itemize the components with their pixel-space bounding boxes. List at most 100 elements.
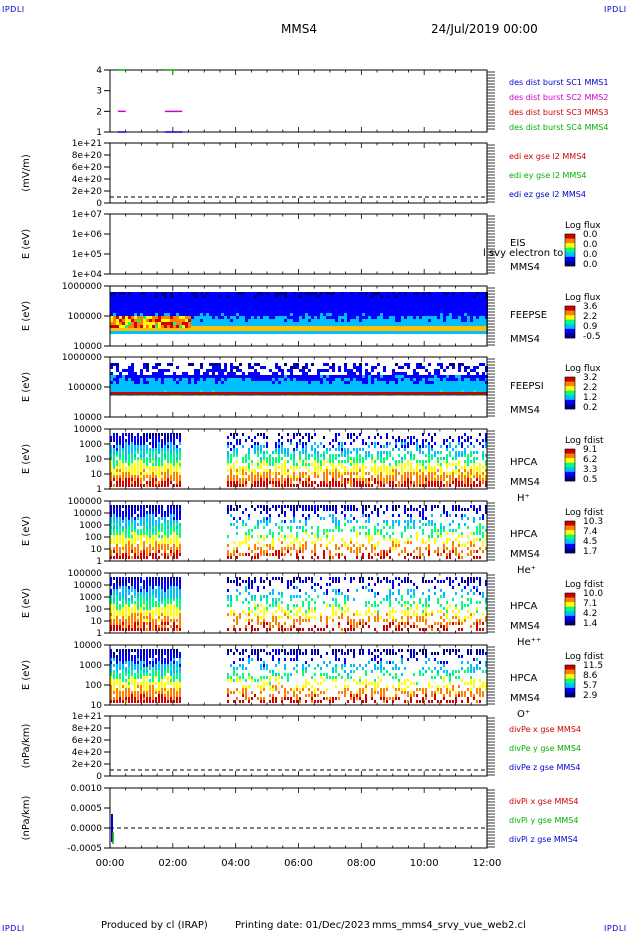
heatmap-cell (164, 369, 167, 372)
heatmap-cell (458, 478, 460, 481)
heatmap-cell (455, 319, 458, 322)
heatmap-cell (311, 292, 314, 295)
heatmap-cell (362, 375, 365, 378)
heatmap-cell (152, 372, 155, 375)
heatmap-cell (425, 454, 427, 457)
heatmap-cell (347, 301, 350, 304)
heatmap-cell (368, 484, 370, 487)
heatmap-cell (437, 369, 440, 372)
heatmap-cell (311, 363, 314, 366)
heatmap-cell (215, 378, 218, 381)
heatmap-cell (386, 475, 388, 478)
heatmap-cell (245, 319, 248, 322)
heatmap-cell (383, 384, 386, 387)
heatmap-cell (455, 466, 457, 469)
heatmap-cell (473, 307, 476, 310)
heatmap-cell (479, 304, 482, 307)
heatmap-cell (464, 454, 466, 457)
heatmap-cell (428, 295, 431, 298)
heatmap-cell (110, 301, 113, 304)
heatmap-cell (350, 442, 352, 445)
heatmap-cell (347, 319, 350, 322)
heatmap-cell (458, 307, 461, 310)
heatmap-cell (419, 319, 422, 322)
heatmap-cell (320, 295, 323, 298)
heatmap-cell (170, 310, 173, 313)
heatmap-cell (392, 478, 394, 481)
heatmap-cell (173, 436, 175, 439)
heatmap-cell (311, 310, 314, 313)
heatmap-cell (254, 372, 257, 375)
heatmap-cell (278, 457, 280, 460)
heatmap-cell (326, 478, 328, 481)
heatmap-cell (326, 481, 328, 484)
heatmap-cell (332, 366, 335, 369)
heatmap-cell (362, 313, 365, 316)
heatmap-cell (350, 316, 353, 319)
heatmap-cell (167, 310, 170, 313)
heatmap-cell (434, 387, 437, 390)
heatmap-cell (113, 433, 115, 436)
heatmap-cell (482, 457, 484, 460)
heatmap-cell (407, 451, 409, 454)
heatmap-cell (356, 369, 359, 372)
heatmap-cell (116, 556, 118, 559)
heatmap-cell (341, 307, 344, 310)
heatmap-cell (164, 298, 167, 301)
heatmap-cell (437, 475, 439, 478)
heatmap-cell (479, 375, 482, 378)
heatmap-cell (455, 472, 457, 475)
heatmap-cell (284, 322, 287, 325)
heatmap-cell (308, 369, 311, 372)
heatmap-cell (257, 295, 260, 298)
heatmap-cell (470, 313, 473, 316)
heatmap-cell (377, 454, 379, 457)
heatmap-cell (374, 469, 376, 472)
heatmap-cell (158, 313, 161, 316)
heatmap-cell (227, 381, 230, 384)
heatmap-cell (275, 298, 278, 301)
instrument-label-5: HPCA (510, 457, 538, 468)
heatmap-cell (422, 310, 425, 313)
heatmap-cell (473, 375, 476, 378)
heatmap-cell (335, 387, 338, 390)
heatmap-cell (131, 363, 134, 366)
heatmap-cell (323, 316, 326, 319)
heatmap-cell (296, 298, 299, 301)
heatmap-cell (215, 331, 218, 334)
heatmap-cell (173, 298, 176, 301)
heatmap-cell (302, 475, 304, 478)
heatmap-cell (323, 378, 326, 381)
heatmap-cell (197, 378, 200, 381)
heatmap-cell (233, 372, 236, 375)
heatmap-cell (143, 472, 145, 475)
heatmap-cell (182, 310, 185, 313)
heatmap-cell (269, 292, 272, 295)
heatmap-cell (164, 325, 167, 328)
heatmap-cell (299, 369, 302, 372)
heatmap-cell (245, 301, 248, 304)
heatmap-cell (260, 307, 263, 310)
heatmap-cell (152, 316, 155, 319)
heatmap-cell (449, 313, 452, 316)
heatmap-cell (407, 304, 410, 307)
heatmap-cell (164, 322, 167, 325)
heatmap-cell (350, 484, 352, 487)
heatmap-cell (164, 466, 166, 469)
heatmap-cell (395, 390, 398, 393)
heatmap-cell (122, 469, 124, 472)
heatmap-cell (266, 316, 269, 319)
heatmap-cell (251, 484, 253, 487)
heatmap-cell (131, 481, 133, 484)
heatmap-cell (350, 331, 353, 334)
heatmap-cell (398, 307, 401, 310)
heatmap-cell (164, 387, 167, 390)
heatmap-cell (467, 481, 469, 484)
heatmap-cell (467, 372, 470, 375)
heatmap-cell (197, 310, 200, 313)
heatmap-band (110, 392, 487, 395)
heatmap-cell (380, 378, 383, 381)
heatmap-cell (467, 475, 469, 478)
heatmap-cell (440, 331, 443, 334)
heatmap-cell (377, 381, 380, 384)
